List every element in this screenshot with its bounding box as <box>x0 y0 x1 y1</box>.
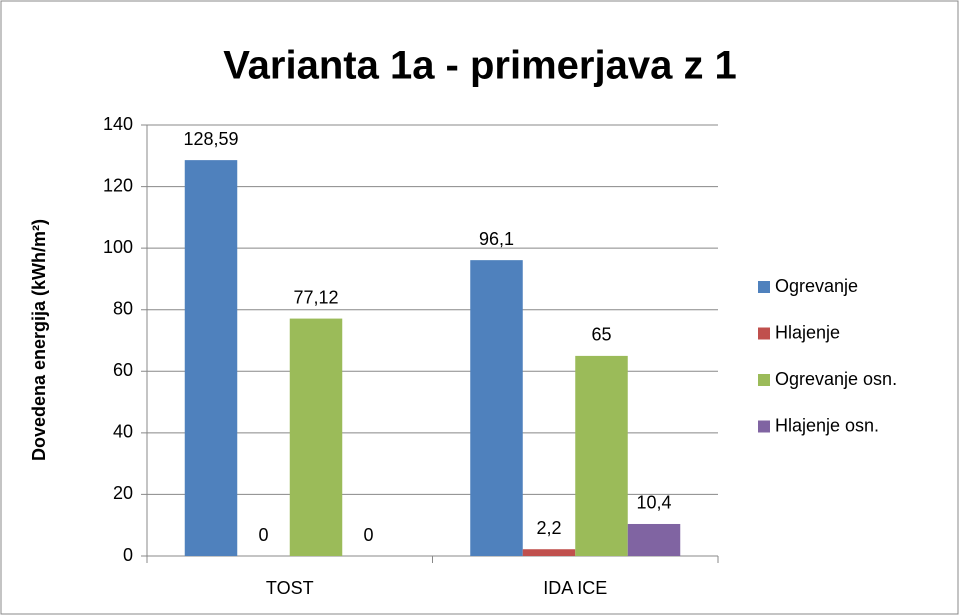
x-tick-label: IDA ICE <box>543 578 607 598</box>
legend-swatch <box>758 420 770 433</box>
legend-swatch <box>758 374 770 386</box>
bar <box>289 318 343 556</box>
y-tick-label: 60 <box>113 360 133 380</box>
bar <box>575 355 628 556</box>
data-label: 0 <box>363 525 373 545</box>
data-label: 2,2 <box>536 518 561 538</box>
legend-label: Hlajenje <box>775 322 840 342</box>
bar <box>470 260 523 556</box>
y-tick-label: 140 <box>103 114 133 134</box>
data-label: 0 <box>258 525 268 545</box>
y-tick-label: 80 <box>113 298 133 318</box>
y-tick-label: 120 <box>103 175 133 195</box>
bar <box>184 160 238 556</box>
bar <box>627 523 681 556</box>
legend-swatch <box>758 281 770 293</box>
data-label: 96,1 <box>479 229 514 249</box>
data-label: 128,59 <box>183 129 238 149</box>
y-tick-label: 40 <box>113 422 133 442</box>
x-tick-label: TOST <box>266 578 314 598</box>
data-label: 10,4 <box>636 493 671 513</box>
legend-label: Hlajenje osn. <box>775 415 879 435</box>
y-tick-label: 100 <box>103 237 133 257</box>
y-tick-label: 20 <box>113 483 133 503</box>
legend-swatch <box>758 327 770 340</box>
chart-title: Varianta 1a - primerjava z 1 <box>223 44 737 88</box>
data-label: 65 <box>591 325 611 345</box>
y-axis-label: Dovedena energija (kWh/m²) <box>29 219 49 461</box>
bar <box>522 549 576 556</box>
legend-label: Ogrevanje <box>775 276 858 296</box>
y-tick-label: 0 <box>123 545 133 565</box>
legend-label: Ogrevanje osn. <box>775 369 897 389</box>
data-label: 77,12 <box>293 287 338 307</box>
